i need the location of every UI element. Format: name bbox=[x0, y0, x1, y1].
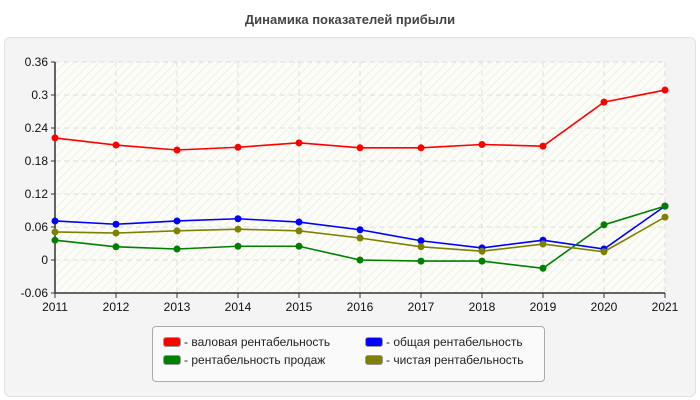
data-point bbox=[51, 217, 59, 225]
data-point bbox=[51, 134, 59, 142]
data-point bbox=[234, 225, 242, 233]
x-tick-label: 2011 bbox=[42, 300, 68, 314]
data-point bbox=[478, 141, 486, 148]
x-tick-label: 2014 bbox=[225, 300, 252, 314]
data-point bbox=[478, 247, 486, 255]
data-point bbox=[356, 226, 364, 234]
legend-item: чистая рентабельность bbox=[365, 353, 524, 367]
data-point bbox=[295, 218, 303, 226]
legend: валовая рентабельность общая рентабельно… bbox=[152, 326, 545, 382]
legend-label: валовая рентабельность bbox=[184, 335, 330, 349]
data-point bbox=[234, 143, 242, 151]
x-tick-label: 2016 bbox=[347, 300, 374, 314]
data-point bbox=[417, 257, 425, 265]
data-point bbox=[112, 229, 120, 237]
data-point bbox=[112, 220, 120, 228]
y-tick-label: 0.24 bbox=[25, 121, 49, 135]
data-point bbox=[356, 144, 364, 152]
legend-swatch bbox=[365, 355, 383, 365]
data-point bbox=[417, 237, 425, 245]
data-point bbox=[661, 213, 669, 221]
data-point bbox=[600, 248, 608, 256]
data-point bbox=[539, 264, 547, 272]
x-tick-label: 2020 bbox=[591, 300, 618, 314]
data-point bbox=[539, 142, 547, 150]
legend-swatch bbox=[163, 355, 181, 365]
data-point bbox=[600, 98, 608, 106]
legend-swatch bbox=[163, 337, 181, 347]
data-point bbox=[51, 228, 59, 236]
x-tick-label: 2019 bbox=[530, 300, 557, 314]
data-point bbox=[112, 243, 120, 251]
data-point bbox=[234, 215, 242, 223]
data-point bbox=[356, 234, 364, 242]
data-point bbox=[539, 240, 547, 248]
legend-label: рентабельность продаж bbox=[184, 353, 325, 367]
y-tick-label: 0.06 bbox=[25, 220, 49, 234]
y-tick-label: 0.3 bbox=[31, 88, 48, 102]
chart-title: Динамика показателей прибыли bbox=[244, 12, 456, 27]
data-point bbox=[173, 146, 181, 154]
data-point bbox=[478, 257, 486, 265]
x-tick-label: 2018 bbox=[469, 300, 496, 314]
legend-item: рентабельность продаж bbox=[163, 353, 325, 367]
data-point bbox=[661, 202, 669, 210]
data-point bbox=[295, 139, 303, 147]
data-point bbox=[661, 86, 669, 94]
x-tick-label: 2021 bbox=[652, 300, 679, 314]
y-tick-label: -0.06 bbox=[21, 286, 49, 300]
data-point bbox=[173, 217, 181, 225]
data-point bbox=[112, 141, 120, 149]
y-tick-label: 0 bbox=[41, 253, 48, 267]
data-point bbox=[234, 242, 242, 250]
data-point bbox=[417, 243, 425, 251]
data-point bbox=[173, 245, 181, 253]
data-point bbox=[600, 221, 608, 229]
y-tick-label: 0.18 bbox=[25, 154, 49, 168]
legend-swatch bbox=[365, 337, 383, 347]
legend-label: чистая рентабельность bbox=[386, 353, 523, 367]
y-tick-label: 0.12 bbox=[25, 187, 49, 201]
legend-item: общая рентабельность bbox=[365, 335, 523, 349]
x-tick-label: 2013 bbox=[164, 300, 191, 314]
data-point bbox=[295, 242, 303, 250]
y-tick-label: 0.36 bbox=[25, 55, 49, 69]
legend-item: валовая рентабельность bbox=[163, 335, 330, 349]
data-point bbox=[417, 144, 425, 152]
x-tick-label: 2012 bbox=[103, 300, 130, 314]
legend-label: общая рентабельность bbox=[386, 335, 522, 349]
x-tick-label: 2015 bbox=[286, 300, 313, 314]
data-point bbox=[173, 227, 181, 235]
x-tick-label: 2017 bbox=[408, 300, 435, 314]
data-point bbox=[295, 227, 303, 235]
data-point bbox=[356, 256, 364, 264]
data-point bbox=[51, 236, 59, 244]
